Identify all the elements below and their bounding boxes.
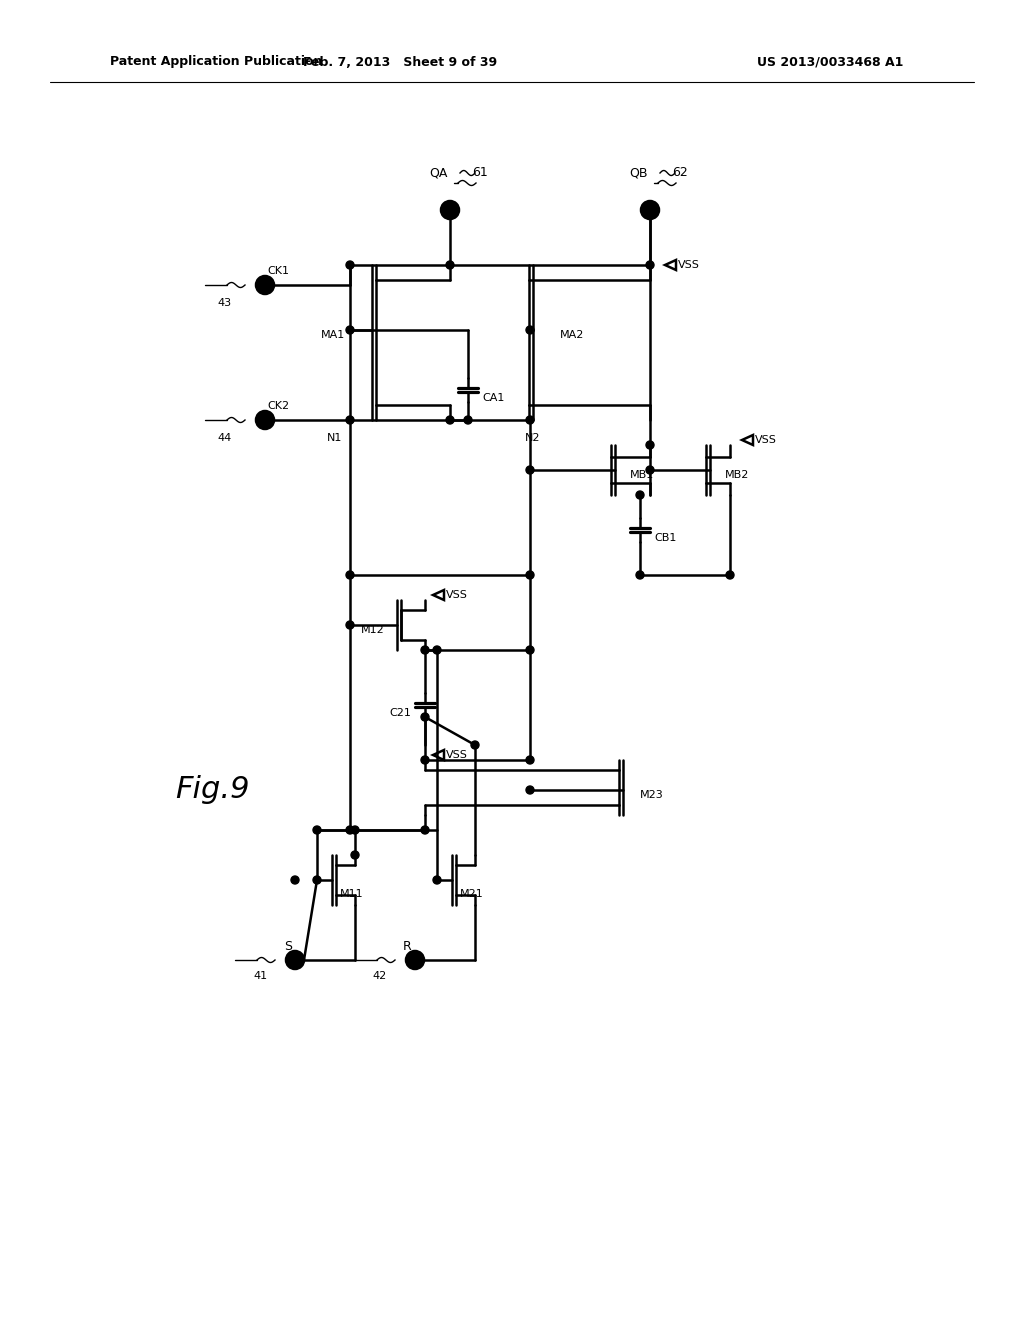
Circle shape bbox=[313, 876, 321, 884]
Circle shape bbox=[526, 326, 534, 334]
Circle shape bbox=[421, 756, 429, 764]
Circle shape bbox=[421, 826, 429, 834]
Text: Patent Application Publication: Patent Application Publication bbox=[110, 55, 323, 69]
Circle shape bbox=[646, 466, 654, 474]
Circle shape bbox=[313, 826, 321, 834]
Circle shape bbox=[526, 572, 534, 579]
Circle shape bbox=[346, 326, 354, 334]
Text: 62: 62 bbox=[672, 166, 688, 180]
Circle shape bbox=[726, 572, 734, 579]
Circle shape bbox=[636, 491, 644, 499]
Circle shape bbox=[256, 276, 274, 294]
Text: 42: 42 bbox=[373, 972, 387, 981]
Text: M12: M12 bbox=[361, 624, 385, 635]
Text: MA2: MA2 bbox=[560, 330, 585, 341]
Text: 41: 41 bbox=[253, 972, 267, 981]
Circle shape bbox=[446, 261, 454, 269]
Text: S: S bbox=[284, 940, 292, 953]
Text: VSS: VSS bbox=[446, 750, 468, 760]
Text: VSS: VSS bbox=[446, 590, 468, 601]
Text: MA1: MA1 bbox=[321, 330, 345, 341]
Text: 44: 44 bbox=[218, 433, 232, 444]
Text: M23: M23 bbox=[640, 789, 664, 800]
Circle shape bbox=[406, 950, 424, 969]
Circle shape bbox=[526, 466, 534, 474]
Circle shape bbox=[526, 416, 534, 424]
Text: VSS: VSS bbox=[755, 436, 777, 445]
Circle shape bbox=[351, 826, 359, 834]
Text: N2: N2 bbox=[525, 433, 541, 444]
Text: CK2: CK2 bbox=[267, 401, 289, 411]
Text: MB2: MB2 bbox=[725, 470, 750, 480]
Circle shape bbox=[636, 572, 644, 579]
Text: R: R bbox=[403, 940, 412, 953]
Circle shape bbox=[346, 416, 354, 424]
Circle shape bbox=[346, 620, 354, 630]
Text: US 2013/0033468 A1: US 2013/0033468 A1 bbox=[757, 55, 903, 69]
Circle shape bbox=[446, 416, 454, 424]
Text: VSS: VSS bbox=[678, 260, 699, 271]
Text: QA: QA bbox=[430, 166, 449, 180]
Text: N1: N1 bbox=[327, 433, 342, 444]
Text: 43: 43 bbox=[218, 298, 232, 308]
Text: CB1: CB1 bbox=[654, 533, 677, 543]
Circle shape bbox=[526, 756, 534, 764]
Circle shape bbox=[526, 645, 534, 653]
Circle shape bbox=[286, 950, 304, 969]
Text: 61: 61 bbox=[472, 166, 487, 180]
Text: M21: M21 bbox=[460, 888, 483, 899]
Circle shape bbox=[346, 261, 354, 269]
Text: M11: M11 bbox=[340, 888, 364, 899]
Circle shape bbox=[646, 441, 654, 449]
Circle shape bbox=[421, 645, 429, 653]
Circle shape bbox=[256, 411, 274, 429]
Text: MB1: MB1 bbox=[630, 470, 654, 480]
Circle shape bbox=[441, 201, 459, 219]
Circle shape bbox=[526, 785, 534, 795]
Circle shape bbox=[291, 876, 299, 884]
Text: CA1: CA1 bbox=[482, 393, 505, 403]
Text: CK1: CK1 bbox=[267, 267, 289, 276]
Circle shape bbox=[433, 645, 441, 653]
Circle shape bbox=[421, 713, 429, 721]
Circle shape bbox=[646, 261, 654, 269]
Text: QB: QB bbox=[630, 166, 648, 180]
Circle shape bbox=[471, 741, 479, 748]
Circle shape bbox=[464, 416, 472, 424]
Circle shape bbox=[641, 201, 659, 219]
Text: C21: C21 bbox=[389, 708, 411, 718]
Circle shape bbox=[346, 572, 354, 579]
Circle shape bbox=[346, 826, 354, 834]
Text: Fig.9: Fig.9 bbox=[175, 776, 250, 804]
Circle shape bbox=[433, 876, 441, 884]
Circle shape bbox=[351, 851, 359, 859]
Text: Feb. 7, 2013   Sheet 9 of 39: Feb. 7, 2013 Sheet 9 of 39 bbox=[303, 55, 497, 69]
